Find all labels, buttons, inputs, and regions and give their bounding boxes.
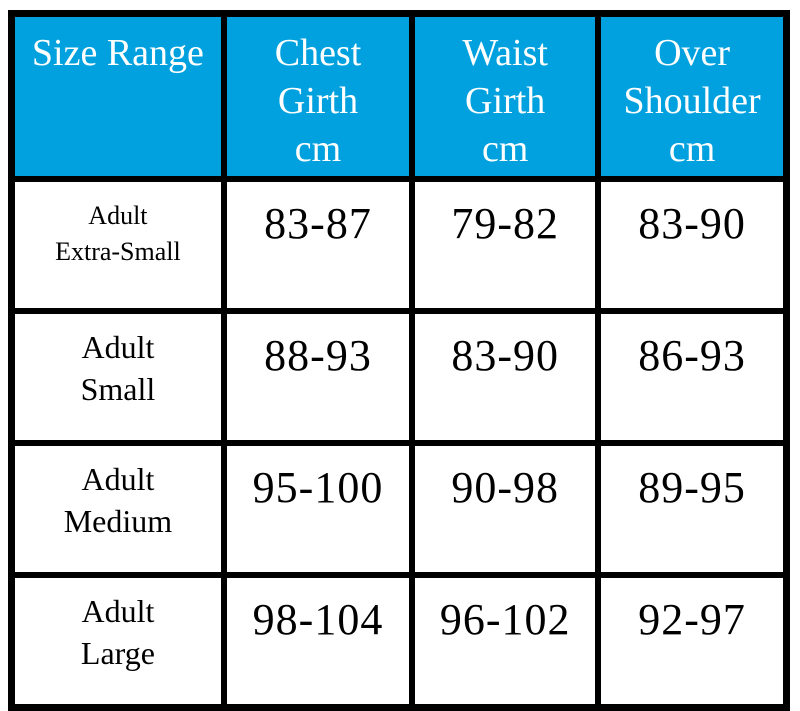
size-label-line1: Adult bbox=[81, 461, 155, 497]
size-label-line1: Adult bbox=[81, 329, 155, 365]
size-label-cell: Adult Small bbox=[8, 308, 227, 446]
over-shoulder-value-cell: 83-90 bbox=[595, 176, 790, 314]
chest-value-cell: 83-87 bbox=[220, 176, 416, 314]
header-size-range: Size Range bbox=[8, 10, 227, 182]
chest-value-cell: 98-104 bbox=[220, 572, 416, 711]
over-shoulder-value-cell: 86-93 bbox=[595, 308, 790, 446]
size-label-cell: Adult Medium bbox=[8, 440, 227, 578]
chest-value-cell: 95-100 bbox=[220, 440, 416, 578]
waist-value-cell: 79-82 bbox=[409, 176, 602, 314]
header-chest-line2: Girth bbox=[277, 79, 359, 122]
header-chest-line1: Chest bbox=[274, 32, 362, 74]
header-chest-girth: Chest Girth cm bbox=[220, 10, 416, 182]
table-row-adult-large: Adult Large 98-104 96-102 92-97 bbox=[8, 572, 790, 711]
table-row-adult-small: Adult Small 88-93 83-90 86-93 bbox=[8, 308, 790, 446]
header-row: Size Range Chest Girth cm Waist Girth cm… bbox=[8, 10, 790, 182]
size-label-line1: Adult bbox=[88, 201, 148, 230]
size-label-line2: Large bbox=[80, 635, 155, 672]
waist-value-cell: 96-102 bbox=[409, 572, 602, 711]
size-label-line2: Medium bbox=[63, 503, 173, 540]
over-shoulder-value-cell: 89-95 bbox=[595, 440, 790, 578]
size-label-line2: Extra-Small bbox=[55, 236, 181, 266]
header-waist-line1: Waist bbox=[462, 32, 548, 74]
header-waist-line2: Girth bbox=[465, 79, 546, 122]
chest-value-cell: 88-93 bbox=[220, 308, 416, 446]
size-label-line2: Small bbox=[80, 371, 156, 408]
header-shoulder-line3: cm bbox=[668, 127, 716, 170]
header-waist-line3: cm bbox=[481, 127, 529, 170]
table-row-adult-extra-small: Adult Extra-Small 83-87 79-82 83-90 bbox=[8, 176, 790, 314]
over-shoulder-value-cell: 92-97 bbox=[595, 572, 790, 711]
table-row-adult-medium: Adult Medium 95-100 90-98 89-95 bbox=[8, 440, 790, 578]
header-over-shoulder: Over Shoulder cm bbox=[595, 10, 790, 182]
header-size-range-label: Size Range bbox=[31, 32, 204, 74]
waist-value-cell: 90-98 bbox=[409, 440, 602, 578]
size-label-line1: Adult bbox=[81, 593, 155, 629]
size-label-cell: Adult Large bbox=[8, 572, 227, 711]
size-chart-table: Size Range Chest Girth cm Waist Girth cm… bbox=[8, 10, 790, 711]
waist-value-cell: 83-90 bbox=[409, 308, 602, 446]
header-shoulder-line2: Shoulder bbox=[623, 79, 761, 122]
header-shoulder-line1: Over bbox=[654, 32, 731, 74]
header-waist-girth: Waist Girth cm bbox=[409, 10, 602, 182]
header-chest-line3: cm bbox=[294, 127, 342, 170]
size-label-cell: Adult Extra-Small bbox=[8, 176, 227, 314]
